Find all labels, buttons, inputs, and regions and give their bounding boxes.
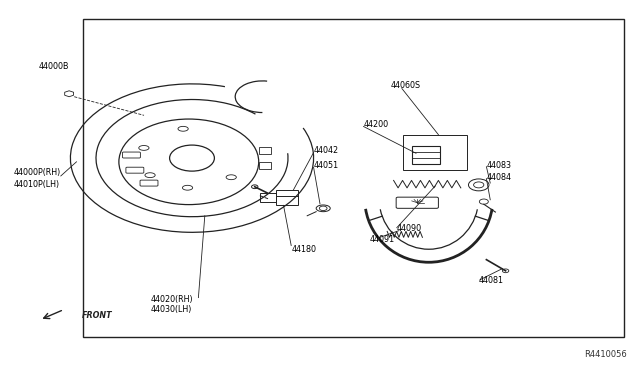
Text: 44060S: 44060S [390,81,420,90]
Text: 44083: 44083 [486,161,511,170]
Text: 44091: 44091 [370,235,395,244]
Text: 44000B: 44000B [38,62,69,71]
Text: 44200: 44200 [364,120,388,129]
Bar [259,162,271,169]
Text: R4410056: R4410056 [584,350,627,359]
Text: 44030(LH): 44030(LH) [150,305,192,314]
Bar [259,147,271,154]
Bar [276,190,298,205]
Bar [403,135,467,170]
Text: 44051: 44051 [314,161,339,170]
Text: 44042: 44042 [314,146,339,155]
Text: 44084: 44084 [486,173,511,182]
Text: 44010P(LH): 44010P(LH) [14,180,60,189]
Text: 44180: 44180 [291,245,316,254]
Bar [412,146,440,164]
Text: 44020(RH): 44020(RH) [150,295,193,304]
Bar [83,19,624,337]
Text: 44090: 44090 [397,224,422,233]
Bar [260,193,276,202]
Text: 44081: 44081 [479,276,504,285]
Text: 44000P(RH): 44000P(RH) [14,169,61,177]
Text: FRONT: FRONT [82,311,113,320]
